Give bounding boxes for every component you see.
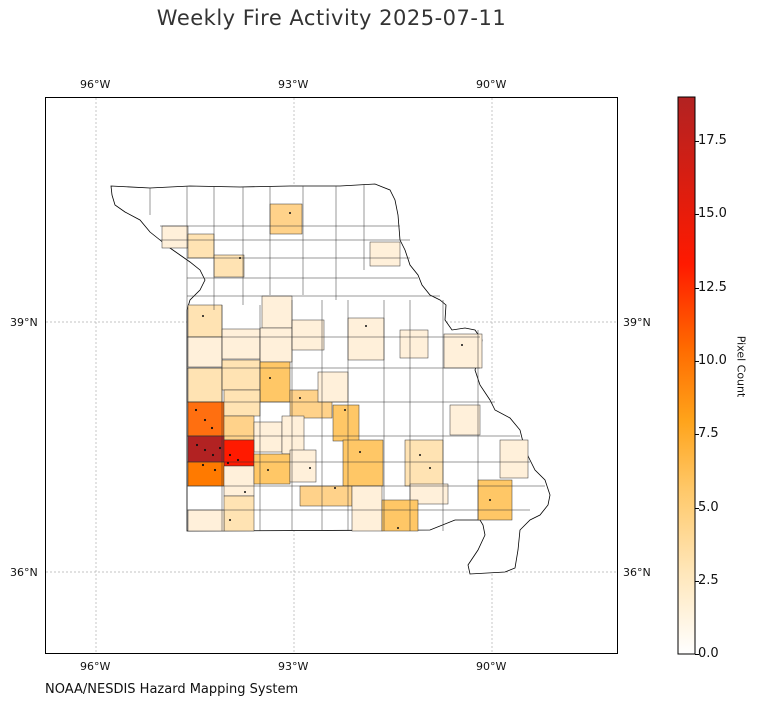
cbar-tickmark [695,434,699,435]
lat-tick-right-39: 39°N [623,316,651,329]
cbar-tickmark [695,141,699,142]
cbar-tickmark [695,508,699,509]
cbar-tickmark [695,654,699,655]
cbar-tick-2-5: 2.5 [698,573,719,588]
lat-tick-right-36: 36°N [623,566,651,579]
cbar-tick-7-5: 7.5 [698,426,719,441]
lon-tick-top-96: 96°W [80,78,111,91]
lat-tick-left-36: 36°N [10,566,38,579]
lon-tick-top-93: 93°W [278,78,309,91]
lon-tick-bottom-93: 93°W [278,660,309,673]
colorbar-label: Pixel Count [734,335,748,398]
lat-tick-left-39: 39°N [10,316,38,329]
colorbar-gradient [677,96,696,655]
cbar-tickmark [695,581,699,582]
lon-tick-bottom-96: 96°W [80,660,111,673]
cbar-tickmark [695,288,699,289]
cbar-tick-15-0: 15.0 [698,206,727,221]
cbar-tick-0-0: 0.0 [698,646,719,661]
cbar-tick-10-0: 10.0 [698,353,727,368]
lon-tick-bottom-90: 90°W [476,660,507,673]
lon-tick-top-90: 90°W [476,78,507,91]
cbar-tick-17-5: 17.5 [698,133,727,148]
fire-points [194,212,491,529]
cbar-tickmark [695,361,699,362]
source-credit: NOAA/NESDIS Hazard Mapping System [45,682,299,697]
cbar-tick-5-0: 5.0 [698,500,719,515]
chart-title: Weekly Fire Activity 2025-07-11 [156,6,507,30]
county-fills [161,203,529,532]
cbar-tick-12-5: 12.5 [698,280,727,295]
county-boundaries [149,185,545,531]
cbar-tickmark [695,214,699,215]
